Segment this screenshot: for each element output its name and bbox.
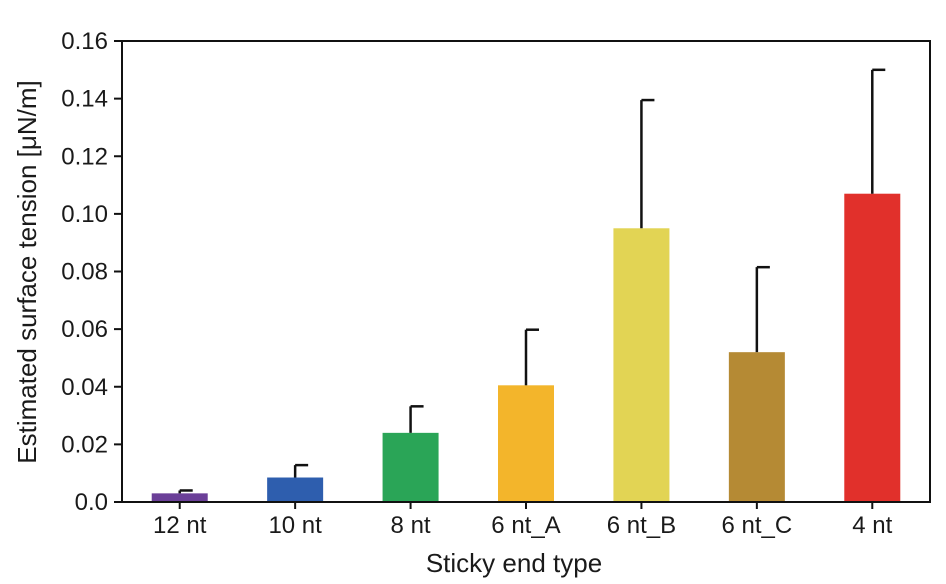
bar-6 <box>844 193 901 503</box>
y-tick-label-8: 0.16 <box>61 28 108 55</box>
plot-frame <box>121 40 931 503</box>
bar-3 <box>498 385 554 502</box>
x-axis-title: Sticky end type <box>426 548 602 578</box>
x-tick-label-5: 6 nt_C <box>721 512 792 539</box>
bar-1 <box>267 477 324 502</box>
bar-5 <box>728 352 785 502</box>
bar-0 <box>151 493 208 502</box>
x-tick-label-6: 4 nt <box>852 512 892 539</box>
x-tick-label-2: 8 nt <box>391 512 431 539</box>
axes-layer <box>114 40 931 509</box>
y-tick-label-1: 0.02 <box>61 431 108 458</box>
x-tick-label-0: 12 nt <box>153 512 207 539</box>
x-tick-label-1: 10 nt <box>268 512 322 539</box>
y-tick-label-6: 0.12 <box>61 143 108 170</box>
y-tick-label-3: 0.06 <box>61 316 108 343</box>
y-tick-label-5: 0.10 <box>61 201 108 228</box>
x-tick-label-3: 6 nt_A <box>491 512 560 539</box>
y-tick-label-0: 0.0 <box>75 489 108 516</box>
x-tick-label-4: 6 nt_B <box>607 512 676 539</box>
y-tick-label-2: 0.04 <box>61 374 108 401</box>
y-tick-label-7: 0.14 <box>61 86 108 113</box>
labels-layer: 12 nt 10 nt 8 nt 6 nt_A 6 nt_B 6 nt_C 4 nt 0.0 0… <box>61 28 892 539</box>
y-axis-title: Estimated surface tension [μN/m] <box>12 80 42 463</box>
y-tick-label-4: 0.08 <box>61 259 108 286</box>
bar-2 <box>382 432 439 502</box>
bar-4 <box>613 228 670 502</box>
bars-layer <box>151 193 901 503</box>
error-bars-layer <box>178 68 886 494</box>
